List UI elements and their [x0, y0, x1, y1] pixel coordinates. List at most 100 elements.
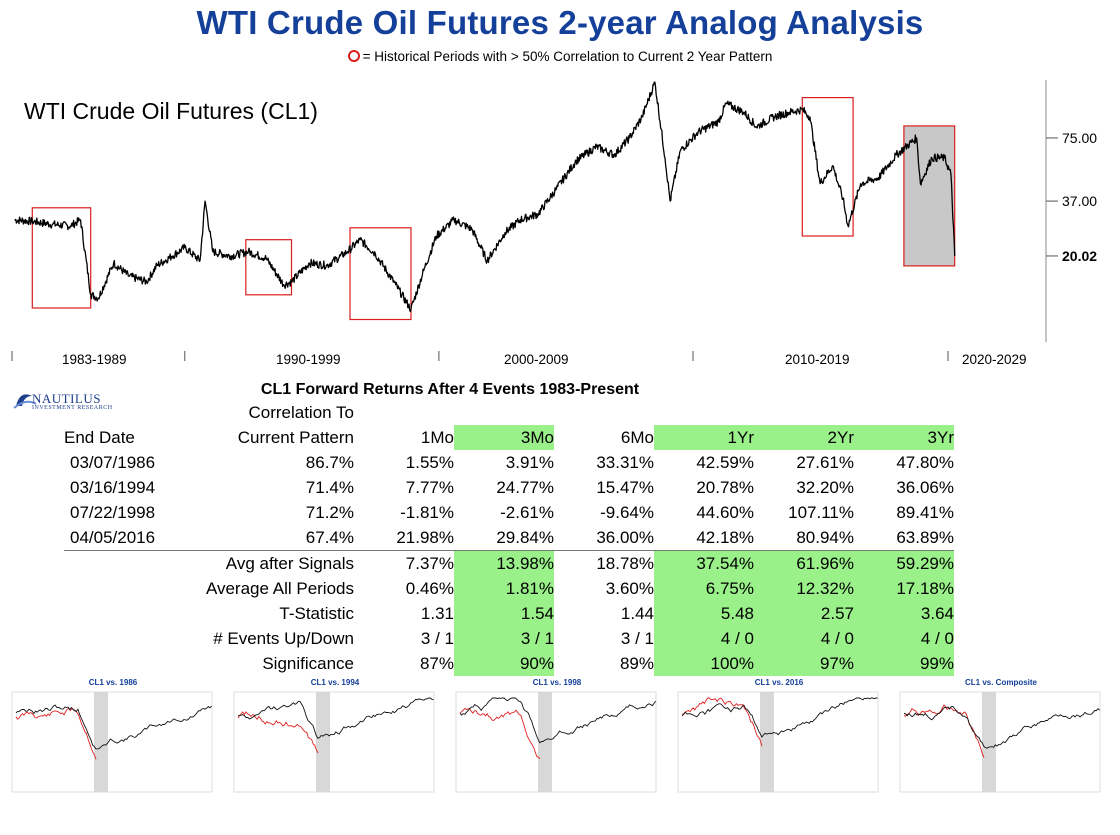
row-correlation: 86.7%: [305, 453, 354, 472]
summary-1mo: 87%: [419, 654, 454, 673]
thumbnail-frame: [677, 691, 879, 793]
y-tick-label: 37.00: [1062, 193, 1097, 209]
summary-3yr: 3.64: [854, 601, 954, 626]
nautilus-logo: [13, 394, 37, 409]
cell-3yr: 47.80%: [896, 453, 954, 472]
thumbnail-history-line: [903, 706, 1100, 749]
thumbnail-history-line: [15, 704, 212, 750]
thumbnail-title: CL1 vs. Composite: [965, 678, 1038, 687]
cell-2yr: 107.11%: [788, 503, 854, 522]
summary-3mo: 90%: [454, 651, 554, 676]
analog-period-box: [349, 227, 412, 321]
cell-1yr: 42.59%: [696, 453, 754, 472]
cell-6mo: -9.64%: [600, 503, 654, 522]
summary-1yr: 6.75%: [654, 576, 754, 601]
table-row: 04/05/2016 67.4% 21.98% 29.84% 36.00% 42…: [64, 525, 954, 551]
summary-1mo: 0.46%: [405, 579, 454, 598]
summary-label: Average All Periods: [205, 579, 354, 598]
logo-subtitle: INVESTMENT RESEARCH: [32, 405, 113, 411]
era-label-2000s: 2000-2009: [504, 352, 569, 367]
analog-period-box: [903, 125, 956, 267]
thumbnail-shade: [982, 692, 996, 792]
col-6mo: 6Mo: [620, 428, 654, 447]
summary-1yr: 5.48: [654, 601, 754, 626]
col-1yr: 1Yr: [654, 425, 754, 450]
thumbnail-shade: [760, 692, 774, 792]
analog-period-box: [31, 207, 92, 309]
cell-1mo: 21.98%: [396, 528, 454, 547]
analog-period-box: [245, 239, 293, 296]
summary-6mo: 3.60%: [605, 579, 654, 598]
last-value-label: 20.02: [1062, 248, 1097, 264]
row-date: 04/05/2016: [70, 528, 156, 547]
era-label-1980s: 1983-1989: [62, 352, 127, 367]
row-date: 03/16/1994: [70, 478, 156, 497]
summary-label: T-Statistic: [279, 604, 354, 623]
summary-row: Avg after Signals 7.37% 13.98% 18.78% 37…: [64, 550, 954, 576]
cell-6mo: 33.31%: [596, 453, 654, 472]
summary-2yr: 4 / 0: [754, 626, 854, 651]
cell-3yr: 89.41%: [896, 503, 954, 522]
era-label-2020s: 2020-2029: [962, 352, 1027, 367]
row-correlation: 71.2%: [305, 503, 354, 522]
summary-3yr: 59.29%: [854, 550, 954, 576]
summary-2yr: 12.32%: [754, 576, 854, 601]
table-title: CL1 Forward Returns After 4 Events 1983-…: [260, 381, 640, 398]
thumbnail-history-line: [237, 697, 434, 739]
cell-1mo: 1.55%: [405, 453, 454, 472]
summary-2yr: 97%: [754, 651, 854, 676]
summary-6mo: 3 / 1: [620, 629, 654, 648]
row-correlation: 67.4%: [305, 528, 354, 547]
thumbnail-frame: [233, 691, 435, 793]
x-ticks: [11, 351, 949, 361]
cell-3mo: 3.91%: [505, 453, 554, 472]
summary-3yr: 4 / 0: [854, 626, 954, 651]
summary-3yr: 99%: [854, 651, 954, 676]
thumbnail-chart: CL1 vs. 1994: [233, 678, 435, 793]
thumbnail-frame: [455, 691, 657, 793]
cell-1yr: 44.60%: [696, 503, 754, 522]
thumbnail-history-line: [459, 697, 656, 744]
thumbnail-current-line: [903, 704, 985, 758]
summary-1yr: 4 / 0: [654, 626, 754, 651]
thumbnail-shade: [94, 692, 108, 792]
header-row: End Date Current Pattern 1Mo 3Mo 6Mo 1Yr…: [64, 425, 954, 450]
cell-3yr: 63.89%: [896, 528, 954, 547]
thumbnail-chart: CL1 vs. 1986: [11, 678, 213, 793]
thumbnail-title: CL1 vs. 1986: [89, 678, 138, 687]
summary-row: T-Statistic 1.31 1.54 1.44 5.48 2.57 3.6…: [64, 601, 954, 626]
legend-note: = Historical Periods with > 50% Correlat…: [0, 49, 1120, 64]
cell-1yr: 20.78%: [696, 478, 754, 497]
chart-title: WTI Crude Oil Futures (CL1): [24, 98, 318, 124]
era-label-2010s: 2010-2019: [785, 352, 850, 367]
thumbnail-history-line: [681, 697, 878, 738]
row-date: 07/22/1998: [70, 503, 156, 522]
analog-thumbnails: CL1 vs. 1986 CL1 vs. 1994 CL1 vs. 1998 CL1 …: [11, 678, 1101, 793]
summary-3mo: 3 / 1: [454, 626, 554, 651]
row-correlation: 71.4%: [305, 478, 354, 497]
summary-2yr: 2.57: [754, 601, 854, 626]
legend-note-text: = Historical Periods with > 50% Correlat…: [362, 49, 773, 64]
col-1mo: 1Mo: [420, 428, 454, 447]
thumbnail-title: CL1 vs. 1994: [311, 678, 360, 687]
cell-6mo: 15.47%: [596, 478, 654, 497]
price-series-line: [14, 81, 956, 313]
row-date: 03/07/1986: [70, 453, 156, 472]
summary-label: # Events Up/Down: [213, 629, 354, 648]
highlight-boxes: [31, 96, 956, 321]
thumbnail-title: CL1 vs. 1998: [533, 678, 582, 687]
cell-3mo: 24.77%: [496, 478, 554, 497]
cell-2yr: 27.61%: [796, 453, 854, 472]
summary-row: # Events Up/Down 3 / 1 3 / 1 3 / 1 4 / 0…: [64, 626, 954, 651]
cell-1mo: 7.77%: [405, 478, 454, 497]
summary-label: Significance: [262, 654, 354, 673]
cell-6mo: 36.00%: [596, 528, 654, 547]
summary-1mo: 3 / 1: [420, 629, 454, 648]
cell-2yr: 80.94%: [796, 528, 854, 547]
y-ticks: 75.00 37.00 20.02: [1046, 130, 1097, 264]
table-row: 07/22/1998 71.2% -1.81% -2.61% -9.64% 44…: [64, 500, 954, 525]
summary-label: Avg after Signals: [192, 550, 354, 576]
thumbnail-current-line: [237, 711, 319, 754]
summary-1yr: 100%: [654, 651, 754, 676]
thumbnail-current-line: [681, 697, 763, 747]
